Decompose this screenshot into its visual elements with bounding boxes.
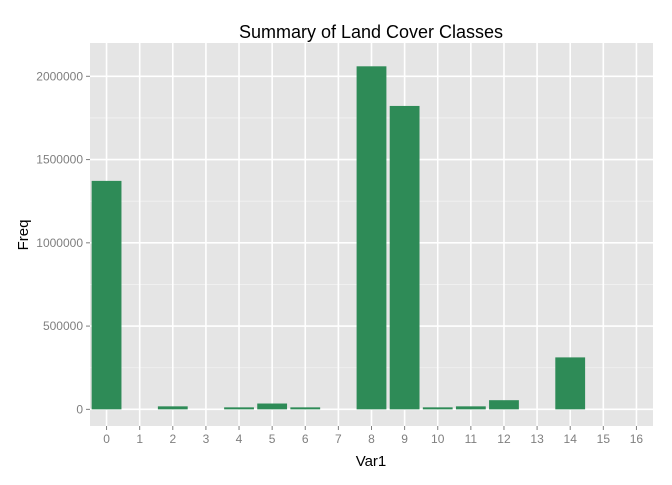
x-tick-label: 11 (465, 432, 478, 446)
x-tick-label: 4 (236, 432, 243, 446)
x-tick-label: 8 (368, 432, 375, 446)
x-tick-label: 16 (630, 432, 644, 446)
x-tick-label: 13 (530, 432, 544, 446)
x-tick-label: 14 (564, 432, 578, 446)
bar-10 (422, 407, 453, 410)
bar-11 (455, 406, 486, 410)
bar-2 (157, 406, 188, 410)
bar-14 (555, 357, 586, 410)
bar-0 (91, 180, 122, 410)
x-tick-label: 6 (302, 432, 309, 446)
y-tick-label: 1500000 (36, 153, 83, 167)
x-tick-label: 15 (597, 432, 611, 446)
x-tick-label: 12 (497, 432, 511, 446)
x-tick-label: 10 (431, 432, 445, 446)
chart-title: Summary of Land Cover Classes (239, 22, 503, 42)
bar-12 (489, 400, 519, 410)
x-tick-label: 5 (269, 432, 276, 446)
bar-6 (290, 407, 321, 410)
y-axis-label: Freq (15, 220, 32, 251)
y-tick-label: 1000000 (36, 236, 83, 250)
x-tick-label: 9 (401, 432, 408, 446)
x-axis-ticks: 0 1 2 3 4 5 6 7 8 9 10 11 12 13 14 15 16 (103, 426, 643, 446)
bar-9 (389, 105, 420, 410)
x-axis-label: Var1 (356, 453, 387, 470)
x-tick-label: 3 (203, 432, 210, 446)
y-tick-label: 2000000 (36, 69, 83, 83)
x-tick-label: 2 (169, 432, 176, 446)
bar-5 (257, 403, 288, 410)
y-tick-label: 0 (76, 402, 83, 416)
x-tick-label: 0 (103, 432, 110, 446)
bar-4 (224, 407, 254, 410)
y-tick-label: 500000 (43, 319, 83, 333)
bars (91, 66, 586, 410)
y-axis-ticks: 0 500000 1000000 1500000 2000000 (36, 69, 90, 416)
bar-8 (356, 66, 387, 410)
x-tick-label: 7 (335, 432, 342, 446)
x-tick-label: 1 (136, 432, 143, 446)
